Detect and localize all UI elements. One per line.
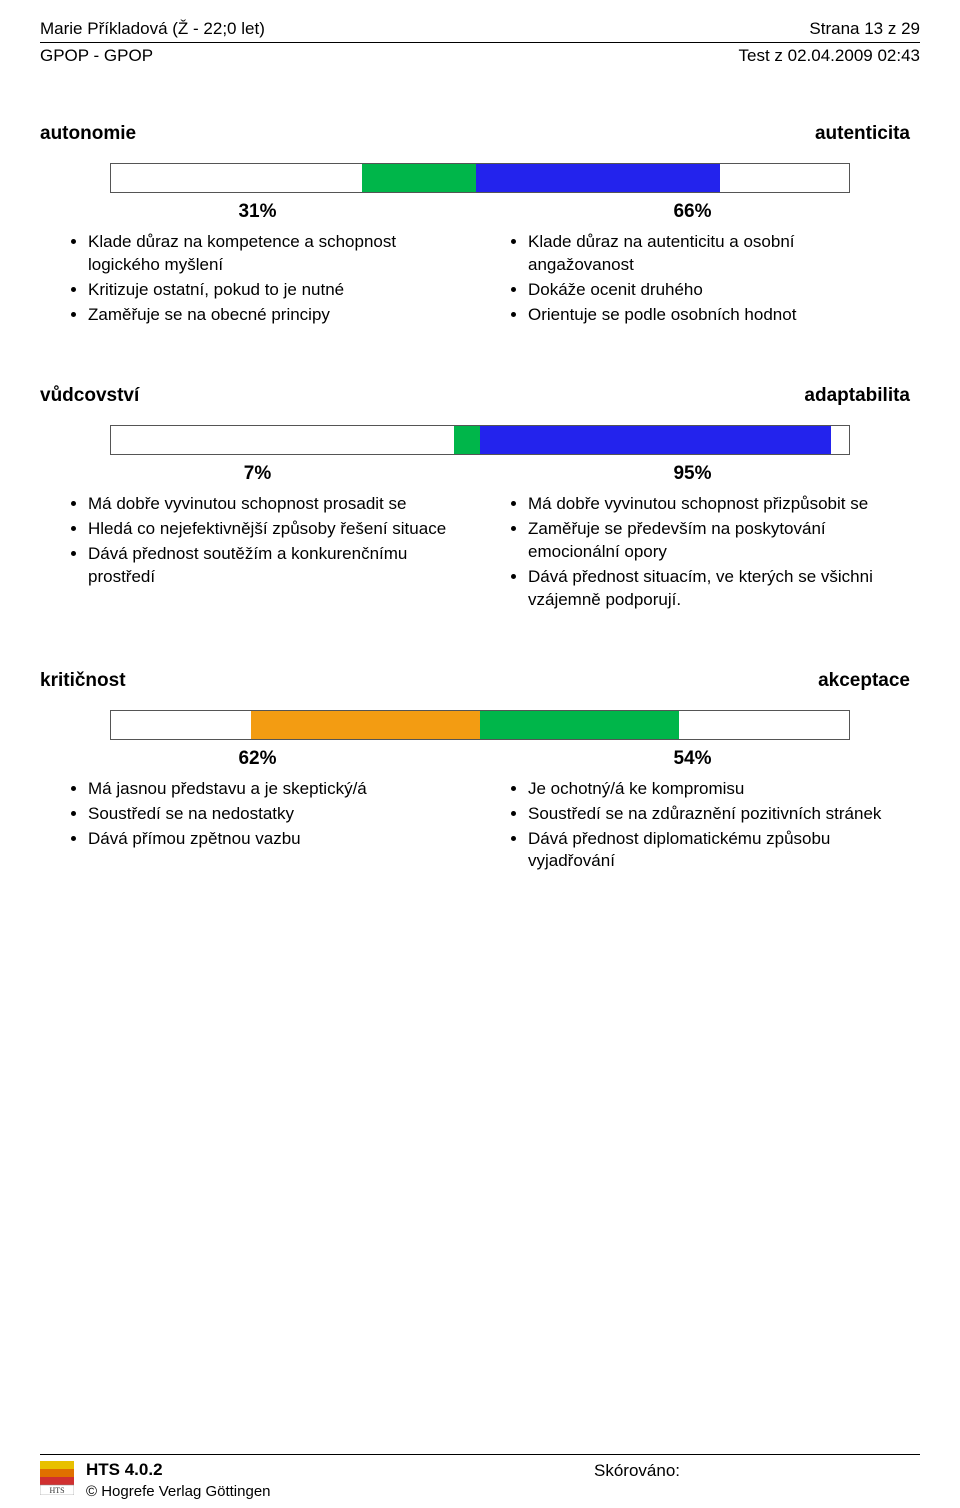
list-item: Dokáže ocenit druhého [528, 279, 920, 302]
percent-right: 66% [475, 201, 910, 223]
bullets-right: Má dobře vyvinutou schopnost přizpůsobit… [480, 493, 920, 614]
percent-left: 62% [40, 748, 475, 770]
footer-divider [40, 1454, 920, 1455]
page-footer: HTS HTS 4.0.2 © Hogrefe Verlag Göttingen… [0, 1454, 960, 1502]
percent-right: 54% [475, 748, 910, 770]
bar-segment [679, 711, 849, 739]
footer-copyright: © Hogrefe Verlag Göttingen [86, 1483, 271, 1500]
bullets-right: Klade důraz na autenticitu a osobní anga… [480, 231, 920, 329]
percent-left: 7% [40, 463, 475, 485]
header-row-1: Marie Příkladová (Ž - 22;0 let) Strana 1… [40, 18, 920, 40]
list-item: Má jasnou představu a je skeptický/á [88, 778, 480, 801]
percent-row: 62%54% [40, 748, 920, 770]
bar-segment [111, 711, 251, 739]
bar-segment [480, 711, 679, 739]
list-item: Dává přednost soutěžím a konkurenčnímu p… [88, 543, 480, 589]
list-item: Soustředí se na zdůraznění pozitivních s… [528, 803, 920, 826]
list-item: Je ochotný/á ke kompromisu [528, 778, 920, 801]
percent-left: 31% [40, 201, 475, 223]
bullets-row: Má dobře vyvinutou schopnost prosadit se… [40, 489, 920, 614]
title-left: kritičnost [40, 670, 126, 692]
percent-right: 95% [475, 463, 910, 485]
title-right: adaptabilita [804, 385, 910, 407]
list-item: Má dobře vyvinutou schopnost prosadit se [88, 493, 480, 516]
bar-segment [111, 164, 362, 192]
list-item: Orientuje se podle osobních hodnot [528, 304, 920, 327]
scale-bar [110, 425, 850, 455]
bullets-left: Má dobře vyvinutou schopnost prosadit se… [40, 493, 480, 614]
list-item: Soustředí se na nedostatky [88, 803, 480, 826]
dimension-section: kritičnost akceptace 62%54% Má jasnou předs… [40, 670, 920, 876]
title-right: akceptace [818, 670, 910, 692]
header-row-2: GPOP - GPOP Test z 02.04.2009 02:43 [40, 45, 920, 67]
section-titles: autonomie autenticita [40, 123, 920, 145]
bullets-right: Je ochotný/á ke kompromisuSoustředí se n… [480, 778, 920, 876]
section-titles: vůdcovství adaptabilita [40, 385, 920, 407]
list-item: Kritizuje ostatní, pokud to je nutné [88, 279, 480, 302]
hts-logo-icon: HTS [40, 1461, 74, 1500]
list-item: Zaměřuje se především na poskytování emo… [528, 518, 920, 564]
bullets-row: Má jasnou představu a je skeptický/áSous… [40, 774, 920, 876]
bullets-left: Má jasnou představu a je skeptický/áSous… [40, 778, 480, 876]
bar-segment [831, 426, 849, 454]
bar-segment [480, 426, 831, 454]
list-item: Má dobře vyvinutou schopnost přizpůsobit… [528, 493, 920, 516]
header-page: Strana 13 z 29 [809, 18, 920, 40]
header-name: Marie Příkladová (Ž - 22;0 let) [40, 18, 265, 40]
header-test: GPOP - GPOP [40, 45, 153, 67]
section-titles: kritičnost akceptace [40, 670, 920, 692]
footer-text: HTS 4.0.2 © Hogrefe Verlag Göttingen [86, 1459, 271, 1502]
header-divider [40, 42, 920, 43]
bar-segment [251, 711, 480, 739]
bar-segment [720, 164, 849, 192]
bar-segment [476, 164, 720, 192]
percent-row: 7%95% [40, 463, 920, 485]
bar-segment [362, 164, 476, 192]
footer-version: HTS 4.0.2 [86, 1460, 163, 1479]
bar-segment [454, 426, 480, 454]
title-right: autenticita [815, 123, 910, 145]
header-date: Test z 02.04.2009 02:43 [739, 45, 920, 67]
title-left: vůdcovství [40, 385, 139, 407]
scale-bar [110, 710, 850, 740]
list-item: Dává přímou zpětnou vazbu [88, 828, 480, 851]
bullets-left: Klade důraz na kompetence a schopnost lo… [40, 231, 480, 329]
scale-bar [110, 163, 850, 193]
title-left: autonomie [40, 123, 136, 145]
list-item: Dává přednost diplomatickému způsobu vyj… [528, 828, 920, 874]
list-item: Dává přednost situacím, ve kterých se vš… [528, 566, 920, 612]
list-item: Klade důraz na autenticitu a osobní anga… [528, 231, 920, 277]
dimension-section: autonomie autenticita 31%66% Klade důraz na… [40, 123, 920, 329]
list-item: Klade důraz na kompetence a schopnost lo… [88, 231, 480, 277]
bar-segment [111, 426, 454, 454]
dimension-section: vůdcovství adaptabilita 7%95% Má dobře vyvi… [40, 385, 920, 614]
svg-text:HTS: HTS [49, 1486, 64, 1495]
bullets-row: Klade důraz na kompetence a schopnost lo… [40, 227, 920, 329]
list-item: Hledá co nejefektivnější způsoby řešení … [88, 518, 480, 541]
list-item: Zaměřuje se na obecné principy [88, 304, 480, 327]
percent-row: 31%66% [40, 201, 920, 223]
footer-scored: Skórováno: [594, 1459, 920, 1481]
